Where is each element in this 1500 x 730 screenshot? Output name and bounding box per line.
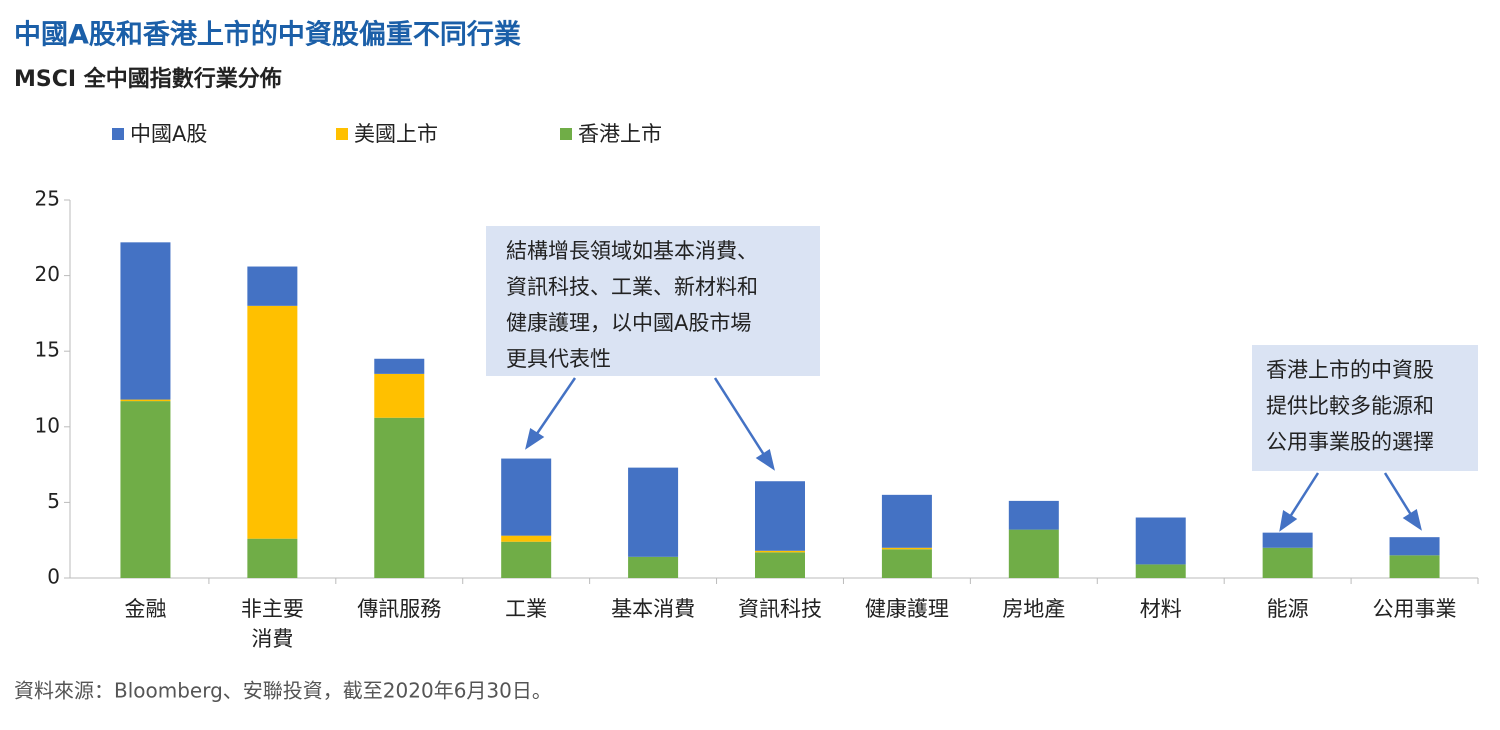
bar-segment	[120, 242, 171, 400]
callout-text: 更具代表性	[506, 347, 611, 371]
bar-segment	[755, 481, 805, 551]
legend-swatch	[112, 128, 124, 140]
x-tick-label: 基本消費	[611, 597, 695, 621]
chart-title: 中國A股和香港上市的中資股偏重不同行業	[14, 19, 521, 51]
bar-segment	[628, 556, 679, 578]
bar-segment	[374, 373, 425, 418]
x-tick-label: 公用事業	[1373, 597, 1457, 621]
bar-segment	[1135, 564, 1186, 578]
y-tick-label: 0	[47, 565, 60, 589]
x-tick-label: 工業	[505, 597, 547, 621]
y-tick-label: 10	[35, 413, 60, 437]
bar-segment	[374, 358, 425, 374]
callout-text: 健康護理，以中國A股市場	[506, 311, 751, 335]
callout-text: 資訊科技、工業、新材料和	[506, 275, 758, 299]
x-tick-label: 材料	[1140, 597, 1182, 621]
x-tick-label: 傳訊服務	[357, 597, 441, 621]
callout-box	[1252, 345, 1478, 471]
callout-text: 結構增長領域如基本消費、	[506, 239, 758, 263]
bar-segment	[628, 467, 679, 557]
callout-text: 公用事業股的選擇	[1266, 430, 1434, 454]
bar-segment	[1135, 517, 1186, 565]
bar-segment	[1389, 555, 1440, 578]
bar-segment	[374, 417, 425, 578]
legend-label: 美國上市	[354, 122, 438, 146]
x-tick-label: 能源	[1267, 597, 1309, 621]
y-tick-label: 5	[47, 489, 60, 513]
bar-segment	[1008, 500, 1059, 530]
legend-label: 中國A股	[130, 122, 207, 146]
bar-segment	[881, 494, 932, 548]
callout-arrows	[525, 377, 1422, 532]
bar-segment	[881, 547, 932, 550]
x-tick-label: 非主要消費	[241, 597, 304, 651]
y-tick-label: 25	[35, 187, 60, 211]
bar-segment	[120, 399, 171, 402]
x-tick-label: 資訊科技	[738, 597, 822, 621]
bar-segment	[247, 538, 298, 578]
bar-segment	[120, 401, 171, 578]
x-tick-label: 健康護理	[865, 597, 949, 621]
legend-swatch	[560, 128, 572, 140]
bar-segment	[1262, 532, 1313, 548]
legend-label: 香港上市	[578, 122, 662, 146]
bar-segment	[1389, 537, 1440, 556]
callout-text: 香港上市的中資股	[1266, 358, 1434, 382]
callout-box	[486, 226, 820, 376]
bar-segment	[755, 550, 805, 553]
legend-swatch	[336, 128, 348, 140]
bar-segment	[501, 541, 552, 578]
bar-segment	[1008, 529, 1059, 578]
y-tick-label: 20	[35, 262, 60, 286]
bar-segment	[755, 552, 805, 578]
y-tick-label: 15	[35, 338, 60, 362]
bar-segment	[881, 549, 932, 578]
callout-text: 提供比較多能源和	[1266, 394, 1434, 418]
chart-subtitle: MSCI 全中國指數行業分佈	[14, 66, 282, 92]
bar-segment	[247, 266, 298, 306]
x-tick-label: 金融	[124, 597, 166, 621]
x-tick-label: 房地產	[1002, 597, 1065, 621]
bar-segment	[501, 458, 552, 536]
source-note: 資料來源：Bloomberg、安聯投資，截至2020年6月30日。	[14, 679, 552, 703]
bar-segment	[247, 305, 298, 539]
bar-segment	[1262, 547, 1313, 578]
bar-segment	[501, 535, 552, 542]
